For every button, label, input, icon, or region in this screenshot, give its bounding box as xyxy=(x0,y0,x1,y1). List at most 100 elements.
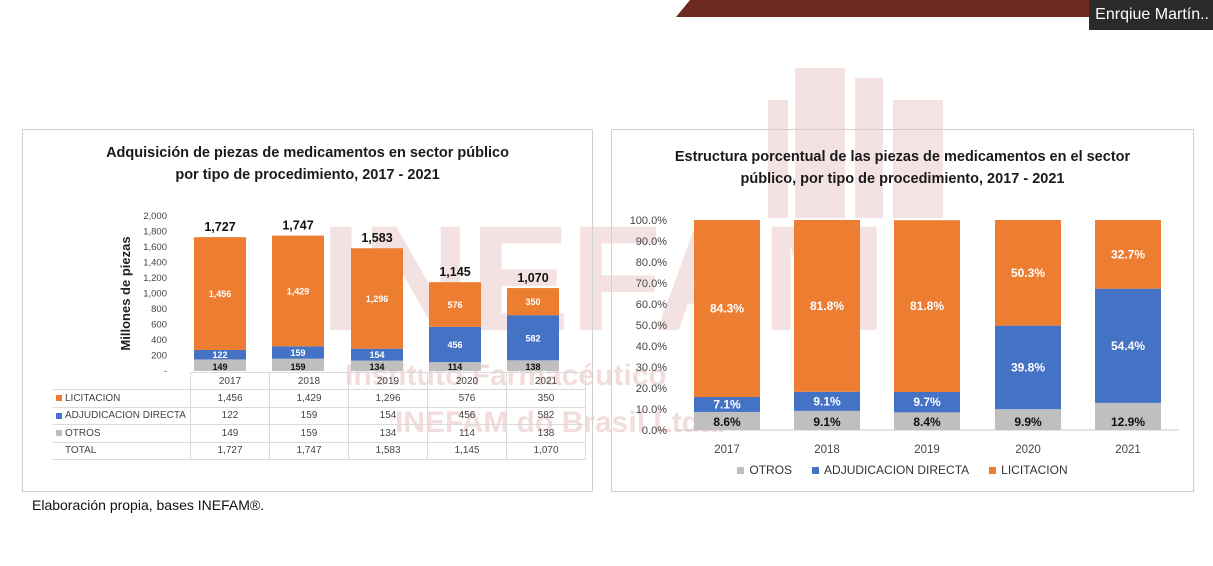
table-year-header: 2018 xyxy=(269,372,349,390)
total-label: 1,070 xyxy=(517,271,548,285)
table-row: TOTAL 1,727 1,747 1,583 1,145 1,070 xyxy=(53,441,586,460)
legend-label: OTROS xyxy=(749,463,793,477)
bar-segment-licitacion xyxy=(794,220,860,392)
bar-segment-licitacion xyxy=(1095,220,1161,289)
bar-segment-adjudicacion-directa xyxy=(794,391,860,411)
bar-segment-adjudicacion-directa xyxy=(995,325,1061,410)
table-cell: 456 xyxy=(427,406,507,425)
table-row-label-text: ADJUDICACION DIRECTA xyxy=(65,410,186,422)
data-label-otros: 114 xyxy=(448,362,463,372)
data-label-licitacion: 84.3% xyxy=(710,302,744,316)
total-label: 1,145 xyxy=(439,265,470,279)
table-cell: 154 xyxy=(348,406,428,425)
data-label-otros: 134 xyxy=(369,362,384,372)
bar-segment-licitacion xyxy=(507,288,559,316)
left-data-table: 2017 2018 2019 2020 2021 LICITACION 1,456 1,429… xyxy=(53,372,586,460)
speaker-name-tag: Enrqiue Martín.. xyxy=(1089,0,1213,30)
bar-segment-adjudicacion-directa xyxy=(894,391,960,413)
data-label-otros: 9.1% xyxy=(813,415,841,429)
table-cell: 1,070 xyxy=(506,441,586,460)
y-tick-label: 1,600 xyxy=(143,242,167,253)
y-tick-label: 0.0% xyxy=(642,425,667,437)
y-axis-label: Millones de piezas xyxy=(118,236,133,350)
left-chart-title-line-2: por tipo de procedimiento, 2017 - 2021 xyxy=(175,167,440,183)
table-row-label: ADJUDICACION DIRECTA xyxy=(53,406,191,425)
left-stacked-bar-chart: - 200 400 600 800 1,000 1,200 1,400 1,600 1,800 2,… xyxy=(118,211,559,377)
bar-segment-otros xyxy=(194,359,246,371)
y-tick-label: 40.0% xyxy=(636,341,667,353)
x-tick-label: 2021 xyxy=(1115,444,1141,456)
bar-segment-otros xyxy=(794,410,860,430)
bar-segment-adjudicacion-directa xyxy=(272,346,324,359)
x-tick-label: 2018 xyxy=(814,444,840,456)
bar-segment-adjudicacion-directa xyxy=(194,349,246,360)
table-cell: 1,296 xyxy=(348,389,428,408)
right-chart-title-line-2: público, por tipo de procedimiento, 2017… xyxy=(740,171,1065,187)
data-label-adjudicacion-directa: 39.8% xyxy=(1011,360,1045,374)
table-row-label: OTROS xyxy=(53,424,191,443)
bar-segment-licitacion xyxy=(694,220,760,398)
table-cell: 350 xyxy=(506,389,586,408)
bar-segment-licitacion xyxy=(351,248,403,349)
data-label-licitacion: 1,456 xyxy=(209,289,232,299)
table-cell: 1,727 xyxy=(190,441,270,460)
data-label-licitacion: 32.7% xyxy=(1111,247,1145,261)
right-chart-title-line-1: Estructura porcentual de las piezas de m… xyxy=(674,149,1131,165)
x-tick-label: 2017 xyxy=(714,444,740,456)
y-tick-label: - xyxy=(164,366,167,377)
table-row-label: LICITACION xyxy=(53,389,191,408)
data-label-licitacion: 350 xyxy=(525,297,540,307)
table-row-label-text: LICITACION xyxy=(65,392,121,404)
data-label-otros: 9.9% xyxy=(1014,415,1042,429)
table-row: ADJUDICACION DIRECTA 122 159 154 456 582 xyxy=(53,406,586,425)
legend-label: LICITACION xyxy=(1001,463,1068,477)
data-label-otros: 138 xyxy=(525,362,540,372)
legend-item-otros: OTROS xyxy=(737,463,792,477)
y-tick-label: 50.0% xyxy=(636,320,667,332)
data-label-licitacion: 1,296 xyxy=(366,294,389,304)
bar-segment-licitacion xyxy=(429,282,481,327)
bar-segment-otros xyxy=(429,362,481,371)
data-label-otros: 149 xyxy=(212,362,227,372)
data-label-adjudicacion-directa: 122 xyxy=(212,350,227,360)
bar-segment-adjudicacion-directa xyxy=(351,348,403,361)
total-label: 1,583 xyxy=(361,231,392,245)
table-cell: 138 xyxy=(506,424,586,443)
table-year-header: 2021 xyxy=(506,372,586,390)
left-chart-title: Adquisición de piezas de medicamentos en… xyxy=(23,142,592,186)
bar-segment-adjudicacion-directa xyxy=(507,315,559,361)
data-label-adjudicacion-directa: 9.7% xyxy=(913,395,941,409)
table-cell: 159 xyxy=(269,424,349,443)
legend-swatch-licitacion xyxy=(56,395,62,402)
y-tick-label: 400 xyxy=(151,335,167,346)
legend-item-adjudicacion-directa: ADJUDICACION DIRECTA xyxy=(812,463,969,477)
y-tick-label: 600 xyxy=(151,320,167,331)
legend-swatch-otros xyxy=(56,430,62,437)
data-label-adjudicacion-directa: 154 xyxy=(369,350,384,360)
y-tick-label: 70.0% xyxy=(636,278,667,290)
legend-swatch-otros xyxy=(737,467,745,475)
legend-item-licitacion: LICITACION xyxy=(989,463,1068,477)
y-tick-label: 2,000 xyxy=(143,211,167,222)
table-cell: 576 xyxy=(427,389,507,408)
bar-segment-otros xyxy=(694,411,760,430)
bar-segment-adjudicacion-directa xyxy=(429,326,481,363)
table-header-row: 2017 2018 2019 2020 2021 xyxy=(53,372,586,390)
table-cell: 582 xyxy=(506,406,586,425)
data-label-licitacion: 576 xyxy=(447,300,462,310)
right-percent-stacked-bar-chart: 0.0% 10.0% 20.0% 30.0% 40.0% 50.0% 60.0% 70.0% 8… xyxy=(630,215,1179,456)
y-tick-label: 20.0% xyxy=(636,383,667,395)
bar-segment-adjudicacion-directa xyxy=(1095,288,1161,403)
data-label-adjudicacion-directa: 456 xyxy=(447,340,462,350)
table-row: OTROS 149 159 134 114 138 xyxy=(53,424,586,443)
bar-segment-otros xyxy=(1095,402,1161,430)
table-cell: 1,145 xyxy=(427,441,507,460)
table-cell: 1,583 xyxy=(348,441,428,460)
bar-segment-licitacion xyxy=(272,235,324,347)
left-chart-panel: Adquisición de piezas de medicamentos en… xyxy=(22,129,593,492)
legend-swatch-licitacion xyxy=(989,467,997,475)
right-chart-panel: Estructura porcentual de las piezas de m… xyxy=(611,129,1194,492)
y-tick-label: 1,400 xyxy=(143,258,167,269)
table-cell: 134 xyxy=(348,424,428,443)
table-cell: 1,456 xyxy=(190,389,270,408)
